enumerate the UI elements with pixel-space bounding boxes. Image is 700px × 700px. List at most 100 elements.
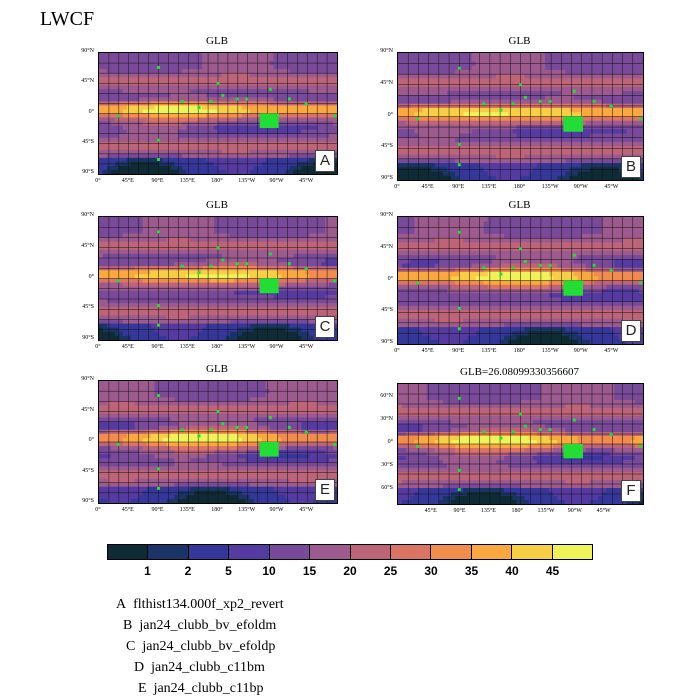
heatmap-cell [329, 286, 334, 292]
heatmap-cell [162, 286, 168, 292]
heatmap-cell [225, 105, 231, 111]
heatmap-cell [610, 78, 616, 84]
heatmap-cell [178, 89, 183, 94]
heatmap-cell [549, 124, 554, 130]
heatmap-cell [194, 149, 199, 155]
heatmap-cell [233, 245, 239, 251]
heatmap-cell [229, 253, 235, 259]
heatmap-cell [626, 133, 632, 139]
heatmap-cell [471, 74, 477, 79]
heatmap-cell [504, 69, 509, 75]
heatmap-cell [146, 141, 152, 147]
heatmap-cell [285, 77, 290, 82]
heatmap-cell [150, 53, 156, 58]
heatmap-cell [225, 299, 231, 304]
heatmap-cell [297, 149, 302, 155]
heatmap-cell [301, 245, 306, 251]
heatmap-cell [241, 229, 247, 234]
heatmap-cell [281, 97, 287, 102]
heatmap-cell [237, 241, 243, 247]
heatmap-cell [414, 171, 420, 177]
heatmap-cell [561, 74, 567, 79]
heatmap-cell [190, 149, 195, 155]
heatmap-cell [622, 116, 628, 122]
heatmap-cell [261, 129, 267, 135]
heatmap-cell [434, 137, 440, 143]
heatmap-cell [622, 150, 628, 156]
heatmap-cell [504, 86, 509, 92]
heatmap-cell [301, 249, 306, 255]
heatmap-cell [170, 299, 175, 304]
heatmap [398, 53, 643, 180]
heatmap-cell [305, 137, 310, 143]
heatmap-cell [225, 109, 231, 115]
heatmap-cell [471, 124, 477, 130]
heatmap-cell [158, 133, 164, 139]
heatmap-cell [210, 81, 215, 86]
heatmap-cell [261, 274, 267, 280]
heatmap-cell [130, 81, 136, 86]
heatmap-cell [218, 65, 223, 70]
heatmap-cell [442, 141, 448, 147]
heatmap-cell [106, 262, 112, 267]
heatmap-cell [610, 91, 616, 96]
heatmap-cell [317, 77, 322, 82]
heatmap-cell [549, 175, 554, 180]
heatmap-cell [118, 73, 124, 78]
heatmap-cell [99, 65, 104, 70]
heatmap-cell [225, 129, 231, 135]
heatmap-cell [594, 141, 599, 147]
heatmap-cell [241, 299, 247, 304]
heatmap-cell [194, 165, 199, 171]
heatmap-cell [265, 129, 271, 135]
heatmap-cell [325, 121, 330, 127]
heatmap-cell [253, 229, 259, 234]
heatmap-cell [229, 57, 235, 62]
heatmap-cell [622, 53, 628, 58]
heatmap-cell [281, 266, 287, 271]
heatmap-cell [589, 154, 595, 160]
heatmap-cell [459, 171, 464, 177]
heatmap-cell [414, 86, 420, 92]
heatmap-cell [585, 112, 591, 118]
heatmap-cell [102, 153, 108, 159]
heatmap-cell [118, 286, 124, 292]
heatmap-cell [508, 137, 513, 143]
heatmap-cell [99, 89, 104, 94]
heatmap-cell [614, 69, 620, 75]
heatmap-cell [329, 81, 334, 86]
heatmap-cell [249, 77, 255, 82]
heatmap-cell [614, 53, 620, 58]
heatmap-cell [130, 258, 136, 263]
heatmap-cell [174, 245, 179, 251]
heatmap-cell [438, 171, 444, 177]
heatmap-cell [214, 89, 219, 94]
heatmap-cell [154, 153, 160, 159]
heatmap-cell [626, 137, 632, 143]
heatmap-cell [194, 290, 199, 296]
heatmap-cell [265, 161, 271, 167]
heatmap-cell [130, 290, 136, 296]
heatmap-cell [455, 69, 460, 75]
heatmap-cell [150, 57, 156, 62]
heatmap-cell [475, 163, 481, 168]
heatmap-cell [99, 161, 104, 167]
heatmap-cell [545, 141, 550, 147]
heatmap-cell [293, 161, 298, 167]
heatmap-cell [114, 117, 120, 123]
heatmap-cell [218, 161, 223, 167]
heatmap-cell [146, 169, 152, 174]
heatmap-cell [577, 154, 583, 160]
heatmap-cell [442, 158, 448, 164]
heatmap-cell [540, 163, 546, 168]
heatmap-cell [532, 171, 538, 177]
heatmap-cell [277, 73, 283, 78]
heatmap-cell [190, 113, 195, 119]
heatmap-cell [138, 149, 144, 155]
heatmap-cell [325, 229, 330, 234]
heatmap-cell [512, 124, 518, 130]
heatmap-cell [118, 245, 124, 251]
heatmap-cell [214, 133, 219, 139]
heatmap-cell [487, 167, 493, 173]
heatmap-cell [186, 81, 191, 86]
